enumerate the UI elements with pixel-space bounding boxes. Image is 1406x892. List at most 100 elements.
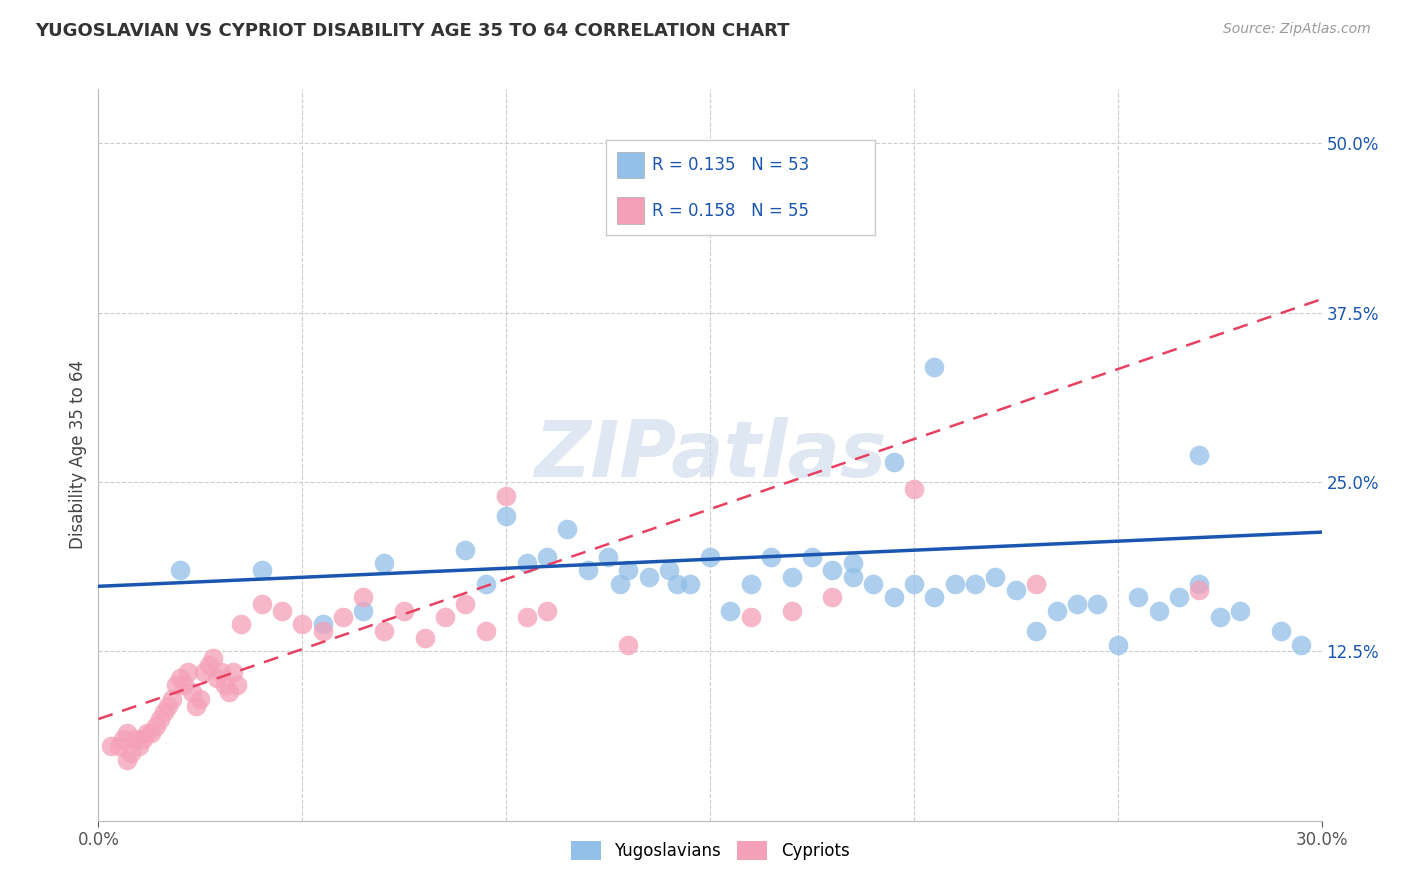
Point bbox=[903, 482, 925, 496]
Point bbox=[115, 753, 138, 767]
Point bbox=[617, 638, 640, 652]
Point bbox=[699, 549, 721, 564]
Point bbox=[124, 732, 146, 747]
Text: R = 0.135   N = 53: R = 0.135 N = 53 bbox=[652, 156, 808, 174]
Point bbox=[1188, 583, 1211, 598]
Point bbox=[312, 624, 335, 638]
Point bbox=[392, 604, 416, 618]
Point bbox=[883, 455, 905, 469]
Point bbox=[576, 563, 599, 577]
Point bbox=[352, 590, 374, 604]
Point bbox=[136, 725, 159, 739]
Point bbox=[965, 576, 987, 591]
Point bbox=[495, 489, 517, 503]
Point bbox=[1229, 604, 1251, 618]
Point bbox=[1209, 610, 1232, 624]
Point bbox=[149, 712, 172, 726]
Point bbox=[100, 739, 122, 753]
Point bbox=[883, 590, 905, 604]
Point bbox=[156, 698, 179, 713]
Point bbox=[740, 576, 762, 591]
Point bbox=[658, 563, 681, 577]
Text: ZIPatlas: ZIPatlas bbox=[534, 417, 886, 493]
Point bbox=[780, 604, 803, 618]
Point bbox=[1025, 576, 1047, 591]
Point bbox=[169, 563, 191, 577]
Bar bbox=[617, 197, 644, 224]
Point bbox=[841, 570, 863, 584]
Point bbox=[201, 651, 224, 665]
Point bbox=[984, 570, 1007, 584]
Point bbox=[943, 576, 966, 591]
Point bbox=[145, 719, 167, 733]
Point bbox=[903, 576, 925, 591]
Point bbox=[666, 576, 689, 591]
Point bbox=[1085, 597, 1108, 611]
Point bbox=[1291, 638, 1313, 652]
Point bbox=[1128, 590, 1150, 604]
Point bbox=[922, 359, 945, 374]
Point bbox=[312, 617, 335, 632]
Point bbox=[761, 549, 783, 564]
Point bbox=[1167, 590, 1189, 604]
Point bbox=[474, 624, 498, 638]
Point bbox=[209, 665, 232, 679]
Point bbox=[152, 706, 174, 720]
Point bbox=[1107, 638, 1129, 652]
Point bbox=[557, 523, 579, 537]
Point bbox=[181, 685, 204, 699]
Point bbox=[373, 556, 395, 570]
Point bbox=[352, 604, 374, 618]
Bar bbox=[617, 152, 644, 178]
Point bbox=[193, 665, 215, 679]
Point bbox=[1025, 624, 1047, 638]
Point bbox=[250, 563, 273, 577]
Point bbox=[291, 617, 314, 632]
Point bbox=[495, 508, 517, 523]
Point bbox=[1066, 597, 1088, 611]
Point bbox=[638, 570, 661, 584]
Point bbox=[516, 556, 538, 570]
Point bbox=[169, 672, 191, 686]
Point bbox=[780, 570, 803, 584]
Point bbox=[111, 732, 134, 747]
Point bbox=[1188, 576, 1211, 591]
Point bbox=[197, 657, 219, 672]
Point bbox=[434, 610, 457, 624]
Point bbox=[188, 691, 212, 706]
Point bbox=[205, 672, 228, 686]
Point bbox=[128, 739, 150, 753]
Point bbox=[231, 617, 253, 632]
Point bbox=[1270, 624, 1292, 638]
Point bbox=[801, 549, 824, 564]
Point bbox=[132, 732, 155, 747]
Point bbox=[821, 563, 844, 577]
Point bbox=[1147, 604, 1170, 618]
Text: R = 0.158   N = 55: R = 0.158 N = 55 bbox=[652, 202, 808, 219]
Legend: Yugoslavians, Cypriots: Yugoslavians, Cypriots bbox=[564, 835, 856, 867]
Point bbox=[740, 610, 762, 624]
Point bbox=[413, 631, 436, 645]
Point bbox=[516, 610, 538, 624]
Point bbox=[720, 150, 742, 164]
Point bbox=[862, 576, 884, 591]
Point bbox=[679, 576, 702, 591]
Point bbox=[141, 725, 163, 739]
Point bbox=[598, 549, 620, 564]
Y-axis label: Disability Age 35 to 64: Disability Age 35 to 64 bbox=[69, 360, 87, 549]
Point bbox=[108, 739, 131, 753]
Point bbox=[222, 665, 245, 679]
Point bbox=[841, 556, 863, 570]
Point bbox=[250, 597, 273, 611]
Point bbox=[160, 691, 183, 706]
Point bbox=[821, 590, 844, 604]
Point bbox=[270, 604, 294, 618]
Point bbox=[218, 685, 240, 699]
Point bbox=[474, 576, 498, 591]
Point bbox=[1188, 448, 1211, 462]
Point bbox=[536, 549, 558, 564]
Point bbox=[922, 590, 945, 604]
Point bbox=[454, 597, 477, 611]
Point bbox=[177, 665, 200, 679]
Point bbox=[454, 542, 477, 557]
